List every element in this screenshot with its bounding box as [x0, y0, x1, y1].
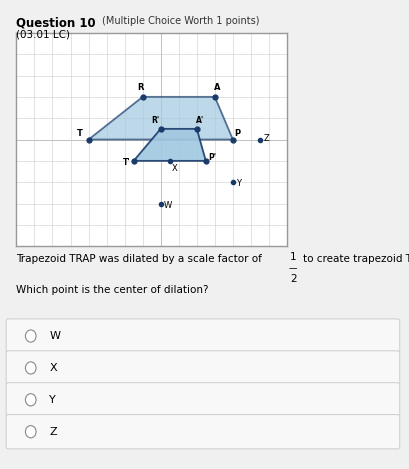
Text: R: R [137, 83, 144, 92]
Text: P': P' [207, 153, 216, 162]
Text: A: A [214, 83, 220, 92]
Text: to create trapezoid T’R’A’P’.: to create trapezoid T’R’A’P’. [303, 254, 409, 264]
Text: (03.01 LC): (03.01 LC) [16, 29, 70, 39]
Text: Y: Y [236, 179, 241, 188]
Text: —: — [288, 265, 297, 273]
Text: A': A' [196, 115, 204, 125]
Text: T: T [76, 129, 82, 138]
Text: 1: 1 [289, 252, 296, 262]
Text: X: X [171, 164, 177, 173]
Text: Trapezoid TRAP was dilated by a scale factor of: Trapezoid TRAP was dilated by a scale fa… [16, 254, 262, 264]
Polygon shape [133, 129, 205, 161]
Text: W: W [49, 331, 60, 341]
Text: Z: Z [49, 427, 57, 437]
Text: Y: Y [49, 395, 56, 405]
Text: Question 10: Question 10 [16, 16, 96, 30]
Text: W: W [163, 201, 171, 210]
Text: R': R' [151, 115, 159, 125]
Text: Z: Z [263, 134, 269, 143]
Text: Which point is the center of dilation?: Which point is the center of dilation? [16, 285, 209, 295]
Polygon shape [88, 97, 232, 140]
Text: (Multiple Choice Worth 1 points): (Multiple Choice Worth 1 points) [102, 16, 259, 26]
Text: X: X [49, 363, 57, 373]
Text: P: P [234, 129, 240, 138]
Text: T': T' [122, 158, 130, 167]
Text: 2: 2 [289, 274, 296, 284]
